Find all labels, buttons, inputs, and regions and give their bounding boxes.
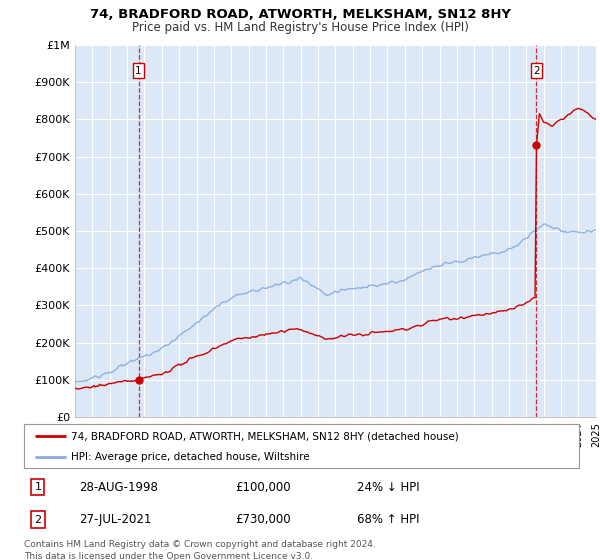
Text: £100,000: £100,000 <box>235 481 290 494</box>
Text: 2: 2 <box>34 515 41 525</box>
Text: 68% ↑ HPI: 68% ↑ HPI <box>357 513 419 526</box>
Text: 27-JUL-2021: 27-JUL-2021 <box>79 513 152 526</box>
Text: 2: 2 <box>533 66 540 76</box>
Text: HPI: Average price, detached house, Wiltshire: HPI: Average price, detached house, Wilt… <box>71 452 310 462</box>
Text: 74, BRADFORD ROAD, ATWORTH, MELKSHAM, SN12 8HY: 74, BRADFORD ROAD, ATWORTH, MELKSHAM, SN… <box>89 8 511 21</box>
Text: Contains HM Land Registry data © Crown copyright and database right 2024.
This d: Contains HM Land Registry data © Crown c… <box>24 540 376 560</box>
Text: 1: 1 <box>135 66 142 76</box>
Text: £730,000: £730,000 <box>235 513 290 526</box>
Text: 28-AUG-1998: 28-AUG-1998 <box>79 481 158 494</box>
Text: Price paid vs. HM Land Registry's House Price Index (HPI): Price paid vs. HM Land Registry's House … <box>131 21 469 34</box>
Text: 24% ↓ HPI: 24% ↓ HPI <box>357 481 419 494</box>
Text: 74, BRADFORD ROAD, ATWORTH, MELKSHAM, SN12 8HY (detached house): 74, BRADFORD ROAD, ATWORTH, MELKSHAM, SN… <box>71 431 459 441</box>
Text: 1: 1 <box>34 482 41 492</box>
